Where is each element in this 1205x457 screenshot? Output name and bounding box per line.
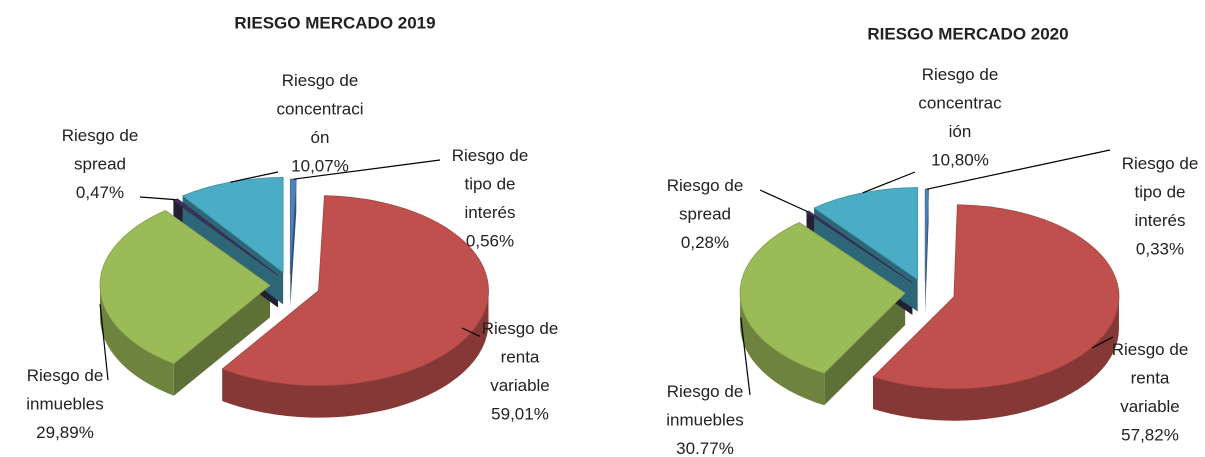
label-line: ón (311, 128, 330, 147)
slice (805, 210, 913, 284)
value-label: 0,33% (1136, 240, 1184, 259)
label-line: renta (1131, 369, 1170, 388)
category-label: Riesgo de spread (62, 126, 139, 174)
slice (924, 188, 930, 282)
label-line: Riesgo de (1112, 340, 1189, 359)
label-line: Riesgo de (667, 382, 744, 401)
data-label: Riesgo de spread 0,47% (62, 126, 139, 202)
label-line: interés (1134, 211, 1185, 230)
slice-side (222, 290, 489, 418)
label-line: ión (949, 122, 972, 141)
label-line: Riesgo de (922, 65, 999, 84)
leader-line (926, 149, 1111, 190)
data-label: Riesgo de spread 0,28% (667, 176, 744, 252)
label-line: concentrac (918, 94, 1002, 113)
label-line: spread (679, 205, 731, 224)
leader-line (862, 171, 916, 194)
label-line: tipo de (1134, 183, 1185, 202)
label-line: renta (501, 348, 540, 367)
category-label: Riesgo de renta variable (1112, 340, 1189, 416)
data-label: Riesgo de concentraci ón 10,07% (277, 71, 364, 176)
label-line: spread (74, 155, 126, 174)
slice (221, 195, 489, 386)
data-label: Riesgo de tipo de interés 0,33% (1122, 154, 1199, 259)
label-line: Riesgo de (27, 366, 104, 385)
leader-line (293, 159, 441, 180)
label-line: Riesgo de (1122, 154, 1199, 173)
value-label: 0,28% (681, 233, 729, 252)
chart-title: RIESGO MERCADO 2020 (867, 24, 1068, 43)
label-line: Riesgo de (667, 176, 744, 195)
data-label: Riesgo de inmuebles 29,89% (26, 366, 104, 442)
pie (739, 187, 1120, 421)
leader-line (1091, 336, 1114, 349)
leader-line (230, 171, 279, 183)
value-label: 0,56% (466, 232, 514, 251)
label-line: variable (1120, 397, 1180, 416)
category-label: Riesgo de renta variable (482, 319, 559, 395)
slice-wall (824, 293, 906, 406)
label-line: Riesgo de (482, 319, 559, 338)
label-line: interés (464, 203, 515, 222)
slice-wall (290, 179, 297, 307)
label-line: tipo de (464, 175, 515, 194)
leader-line (99, 304, 109, 381)
label-line: variable (490, 376, 550, 395)
slice-wall (173, 285, 271, 396)
value-label: 0,47% (76, 183, 124, 202)
value-label: 57,82% (1121, 426, 1179, 445)
value-label: 10,80% (931, 151, 989, 170)
value-label: 29,89% (36, 423, 94, 442)
category-label: Riesgo de spread (667, 176, 744, 224)
slice-side (100, 285, 174, 396)
leader-line (139, 196, 176, 201)
category-label: Riesgo de inmuebles (26, 366, 104, 414)
label-line: inmuebles (26, 395, 104, 414)
leader-line (740, 317, 751, 396)
pie (99, 177, 489, 418)
category-label: Riesgo de inmuebles (666, 382, 744, 430)
label-line: Riesgo de (62, 126, 139, 145)
data-label: Riesgo de renta variable 57,82% (1112, 340, 1189, 445)
slice (872, 204, 1120, 390)
label-line: concentraci (277, 100, 364, 119)
label-line: Riesgo de (452, 146, 529, 165)
category-label: Riesgo de tipo de interés (1122, 154, 1199, 230)
data-label: Riesgo de concentrac ión 10,80% (918, 65, 1002, 170)
value-label: 10,07% (291, 157, 349, 176)
slice (99, 209, 271, 365)
slice (289, 178, 297, 275)
leader-line (759, 189, 808, 213)
data-label: Riesgo de tipo de interés 0,56% (452, 146, 529, 251)
slice-side (740, 293, 825, 406)
data-label: Riesgo de renta variable 59,01% (482, 319, 559, 424)
slice (739, 222, 906, 374)
category-label: Riesgo de tipo de interés (452, 146, 529, 222)
label-line: Riesgo de (282, 71, 359, 90)
chart-title: RIESGO MERCADO 2019 (234, 13, 435, 32)
slice (172, 198, 279, 276)
label-line: inmuebles (666, 411, 744, 430)
category-label: Riesgo de concentraci ón (277, 71, 364, 147)
leader-line (461, 327, 481, 337)
value-label: 59,01% (491, 405, 549, 424)
category-label: Riesgo de concentrac ión (918, 65, 1002, 141)
value-label: 30.77% (676, 439, 734, 457)
slice-side (873, 296, 1119, 421)
data-label: Riesgo de inmuebles 30.77% (666, 382, 744, 457)
